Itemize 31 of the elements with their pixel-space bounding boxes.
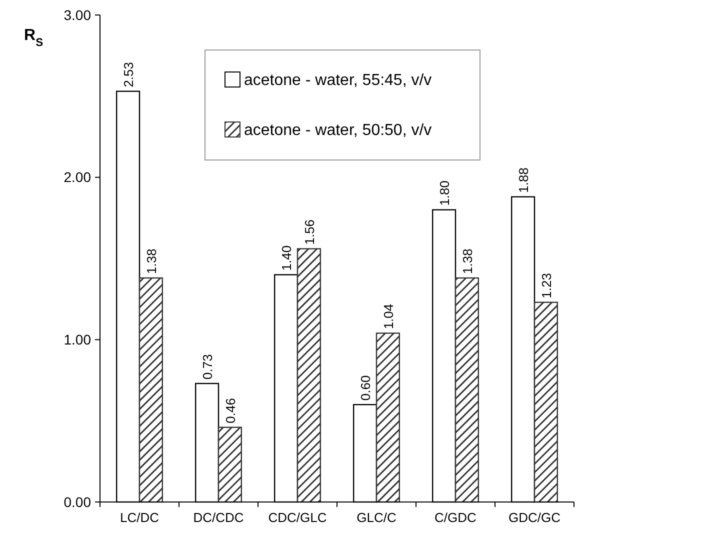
data-label: 2.53 bbox=[121, 62, 136, 88]
y-tick-label: 3.00 bbox=[64, 6, 92, 23]
data-label: 0.46 bbox=[222, 398, 238, 424]
data-label: 1.40 bbox=[279, 245, 294, 271]
data-label: 1.80 bbox=[437, 180, 452, 206]
data-label: 1.38 bbox=[144, 248, 159, 274]
bar bbox=[138, 277, 164, 503]
x-tick-label: DC/CDC bbox=[193, 510, 244, 525]
x-tick-label: GDC/GC bbox=[508, 510, 560, 525]
x-tick-label: GLC/C bbox=[356, 510, 396, 525]
data-label: 1.88 bbox=[516, 168, 532, 193]
legend-label: acetone - water, 55:45, v/v bbox=[244, 72, 432, 89]
data-label: 0.73 bbox=[200, 354, 216, 380]
data-label: 1.38 bbox=[460, 248, 475, 274]
data-label: 0.60 bbox=[358, 375, 374, 401]
y-tick-label: 1.00 bbox=[64, 332, 92, 348]
x-tick-label: CDC/GLC bbox=[268, 510, 327, 525]
bar bbox=[454, 277, 480, 503]
bar bbox=[376, 332, 400, 503]
legend-label: acetone - water, 50:50, v/v bbox=[244, 122, 432, 139]
x-tick-label: LC/DC bbox=[120, 510, 160, 525]
bar bbox=[296, 248, 322, 503]
data-label: 1.04 bbox=[380, 304, 396, 330]
data-label: 1.23 bbox=[538, 273, 554, 298]
y-tick-label: 0.00 bbox=[64, 494, 92, 510]
data-label: 1.56 bbox=[302, 219, 317, 245]
y-tick-label: 2.00 bbox=[64, 169, 92, 186]
bar bbox=[218, 426, 242, 503]
y-axis-title: R$_{S}$ bbox=[24, 27, 44, 49]
x-tick-label: C/GDC bbox=[434, 510, 476, 525]
bar bbox=[534, 302, 558, 503]
